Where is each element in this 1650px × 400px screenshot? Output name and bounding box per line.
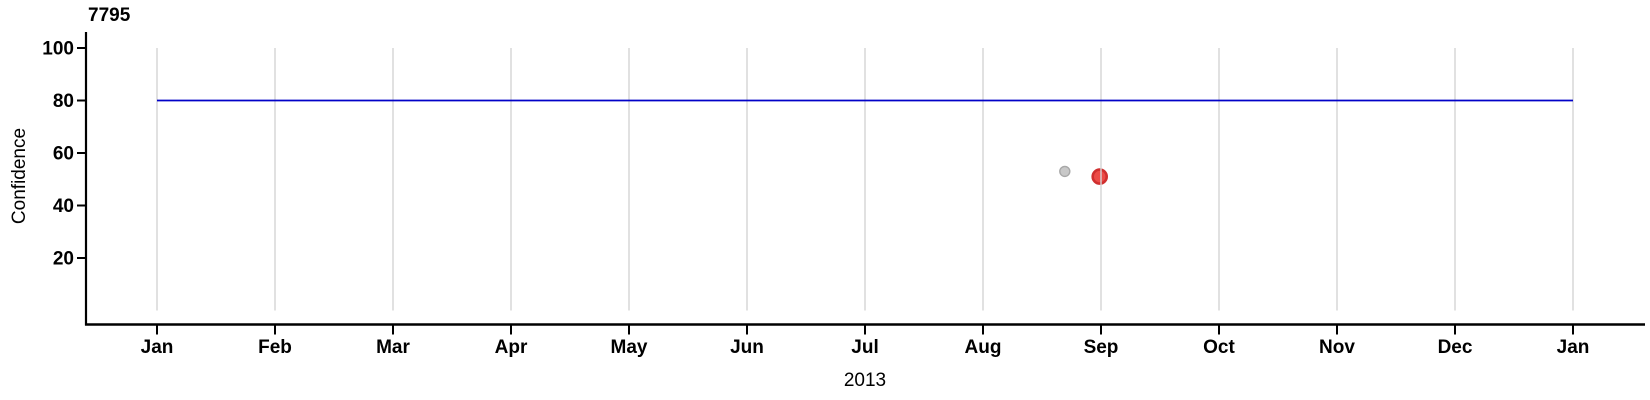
x-tick-label: Mar [376,337,410,358]
x-tick-label: Oct [1203,337,1235,358]
y-tick-label: 20 [53,249,74,270]
x-tick-label: Jan [141,337,174,358]
y-tick-label: 100 [42,39,74,60]
y-axis-title: Confidence [9,127,30,225]
x-tick-label: Sep [1084,337,1119,358]
data-point-red-point [1091,168,1108,185]
x-axis-title: 2013 [843,370,887,391]
x-tick-label: Dec [1438,337,1473,358]
x-tick-label: Jan [1557,337,1590,358]
x-tick-label: Jul [851,337,878,358]
x-tick-label: Apr [495,337,528,358]
x-tick-label: Aug [965,337,1002,358]
y-tick-label: 80 [53,91,74,112]
x-tick-label: Nov [1319,337,1355,358]
y-tick-label: 60 [53,144,74,165]
data-point-gray-point [1059,165,1071,178]
x-tick-label: Feb [258,337,292,358]
chart-title: 7795 [88,5,131,26]
x-tick-label: May [611,337,648,358]
x-tick-label: Jun [730,337,764,358]
y-tick-label: 40 [53,196,74,217]
